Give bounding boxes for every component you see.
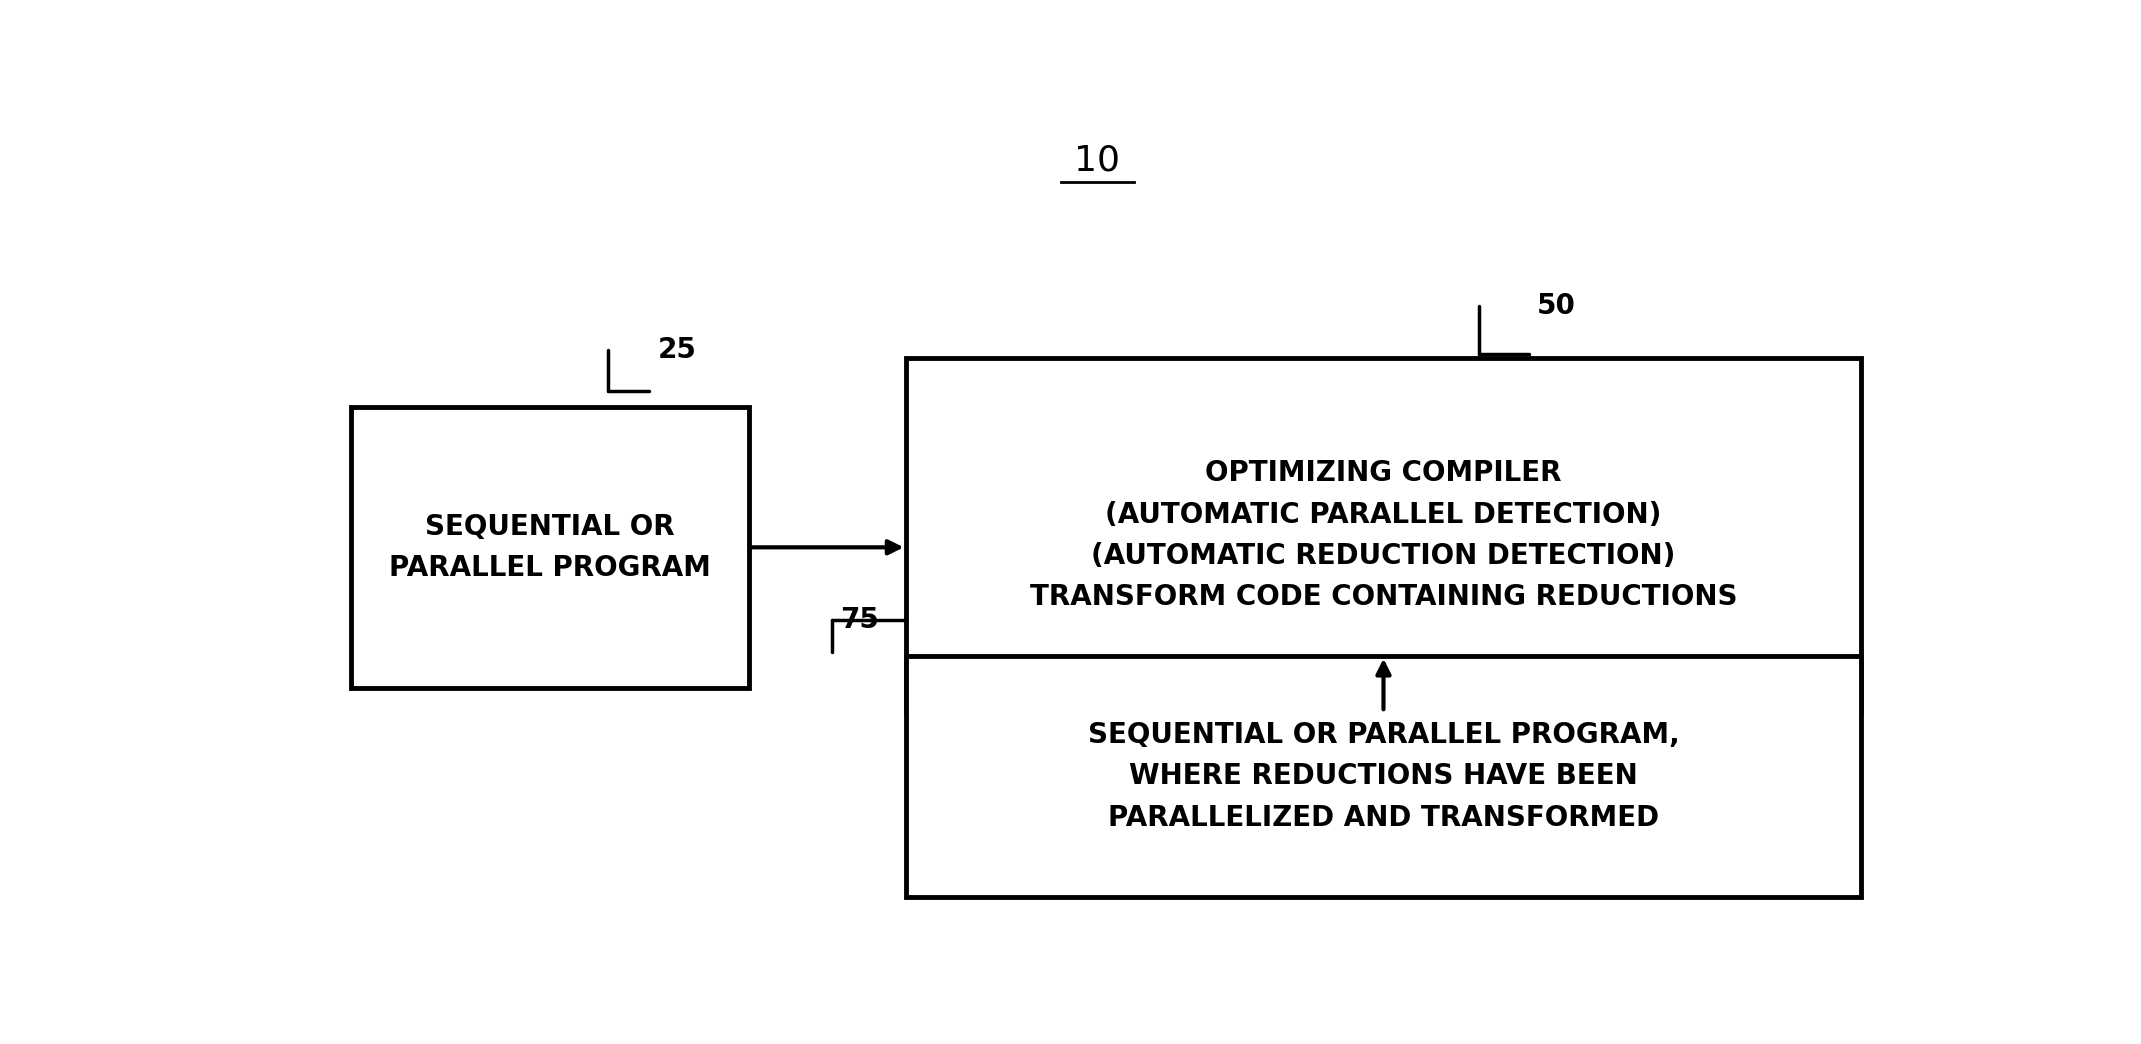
Bar [351,407,749,688]
Bar [906,656,1861,897]
Text: 50: 50 [1537,292,1576,321]
Text: OPTIMIZING COMPILER
(AUTOMATIC PARALLEL DETECTION)
(AUTOMATIC REDUCTION DETECTIO: OPTIMIZING COMPILER (AUTOMATIC PARALLEL … [1030,459,1736,611]
Text: 75: 75 [839,606,880,634]
Text: 10: 10 [1075,143,1120,177]
Text: SEQUENTIAL OR
PARALLEL PROGRAM: SEQUENTIAL OR PARALLEL PROGRAM [390,513,711,582]
Text: 25: 25 [657,336,696,364]
Text: SEQUENTIAL OR PARALLEL PROGRAM,
WHERE REDUCTIONS HAVE BEEN
PARALLELIZED AND TRAN: SEQUENTIAL OR PARALLEL PROGRAM, WHERE RE… [1088,721,1679,832]
Bar [906,358,1861,712]
